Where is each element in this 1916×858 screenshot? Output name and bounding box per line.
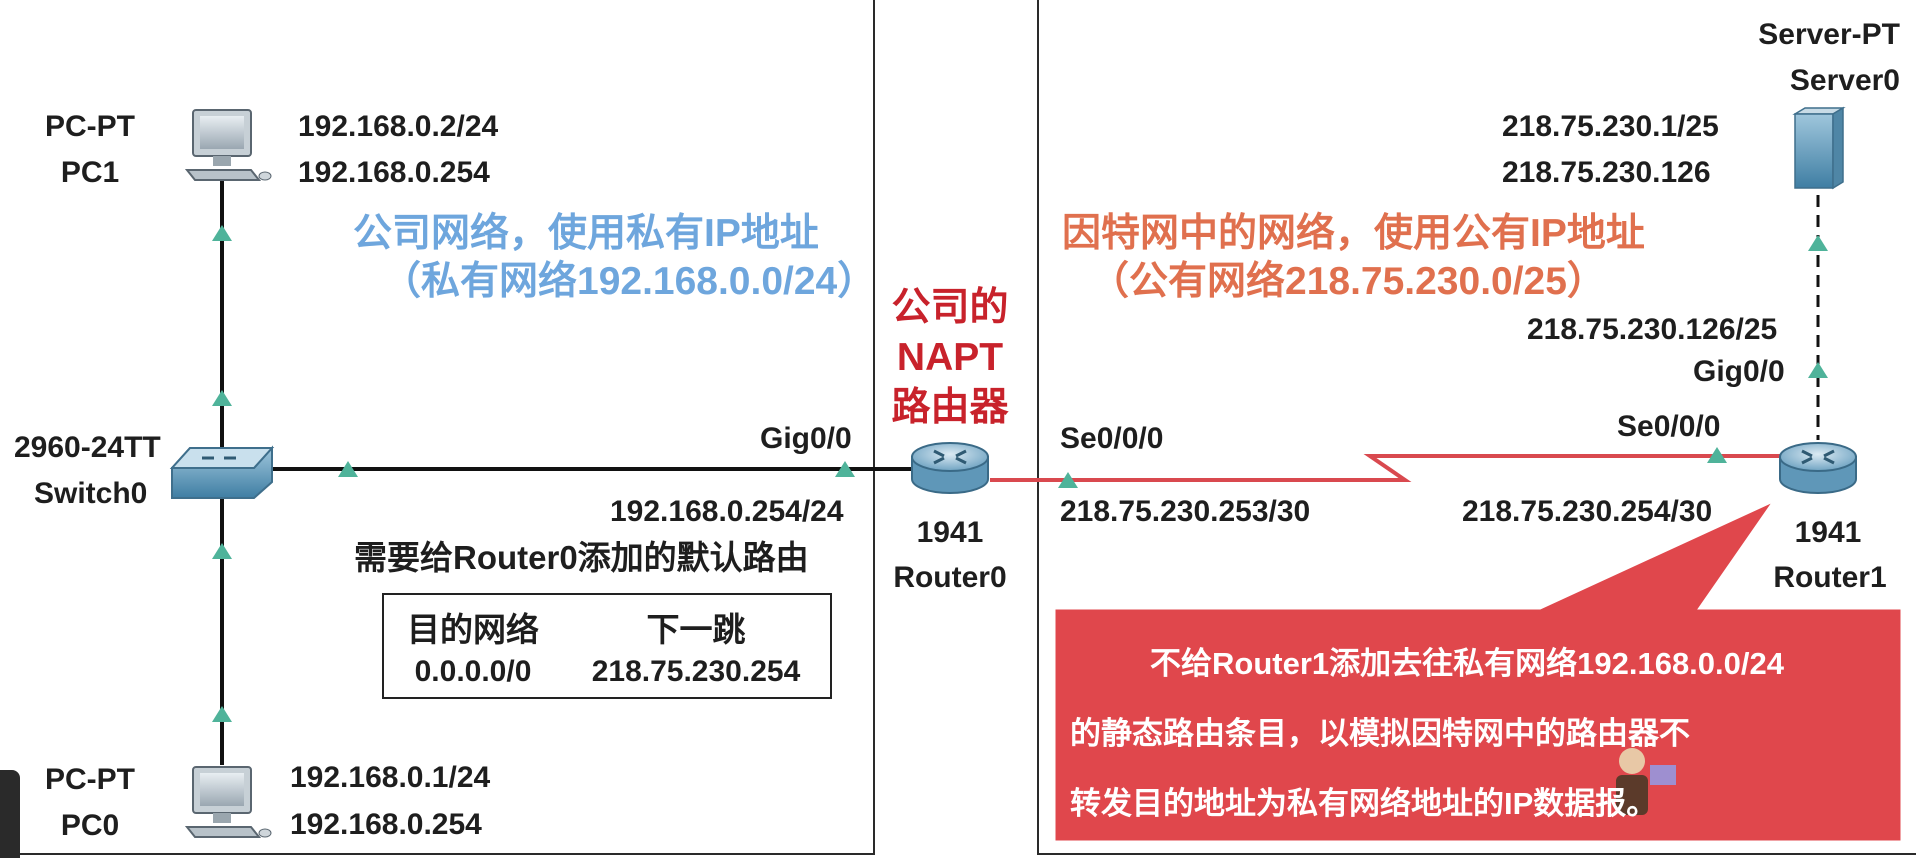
router0-title-line3: 路由器 — [891, 386, 1009, 429]
route-header-next-hop: 下一跳 — [646, 611, 746, 648]
callout-line2: 的静态路由条目，以模拟因特网中的路由器不 — [1070, 716, 1690, 751]
default-route-title: 需要给Router0添加的默认路由 — [354, 539, 809, 576]
pc0-type-label: PC-PT — [45, 763, 135, 796]
router0-serial-ip-label: 218.75.230.253/30 — [1060, 495, 1311, 528]
server-gateway-label: 218.75.230.126 — [1502, 156, 1711, 189]
switch-model-label: 2960-24TT — [14, 431, 161, 464]
pc1-type-label: PC-PT — [45, 110, 135, 143]
serial-link-router0-router1 — [990, 454, 1782, 482]
callout-bubble — [1052, 496, 1904, 844]
pc0-icon — [184, 766, 272, 838]
route-cell-destination: 0.0.0.0/0 — [414, 655, 532, 688]
link-arrow — [1808, 235, 1828, 251]
callout-line3: 转发目的地址为私有网络地址的IP数据报。 — [1070, 786, 1658, 821]
router0-model-label: 1941 — [916, 516, 984, 549]
link-arrow — [212, 225, 232, 241]
callout-line1: 不给Router1添加去往私有网络192.168.0.0/24 — [1150, 646, 1784, 681]
link-arrow — [1707, 447, 1727, 463]
internet-network-frame — [1037, 0, 1916, 855]
window-edge-tab — [0, 770, 20, 858]
private-network-caption: 公司网络，使用私有IP地址 — [353, 212, 819, 255]
pc1-name-label: PC1 — [60, 156, 120, 189]
presenter-figure-icon — [1616, 748, 1676, 815]
router1-gig-port-label: Gig0/0 — [1693, 355, 1785, 388]
pc1-icon — [184, 109, 272, 181]
switch-icon — [169, 445, 275, 499]
link-arrow — [212, 543, 232, 559]
link-arrow — [338, 461, 358, 477]
server-icon — [1792, 106, 1846, 190]
router0-icon — [911, 442, 989, 494]
public-network-subnet-caption: （公有网络218.75.230.0/25） — [1090, 260, 1606, 303]
router0-title-line1: 公司的 — [891, 286, 1009, 329]
public-network-caption: 因特网中的网络，使用公有IP地址 — [1062, 212, 1645, 255]
server-name-label: Server0 — [1789, 64, 1900, 97]
default-route-table: 目的网络 下一跳 0.0.0.0/0 218.75.230.254 — [382, 593, 832, 699]
pc0-name-label: PC0 — [60, 809, 120, 842]
route-header-destination: 目的网络 — [407, 611, 539, 648]
link-arrow — [212, 706, 232, 722]
router1-model-label: 1941 — [1794, 516, 1862, 549]
link-arrow — [835, 461, 855, 477]
pc0-gateway-label: 192.168.0.254 — [290, 808, 482, 841]
router1-serial-ip-label: 218.75.230.254/30 — [1462, 495, 1713, 528]
router0-gig-ip-label: 192.168.0.254/24 — [610, 495, 844, 528]
router1-gig-ip-label: 218.75.230.126/25 — [1527, 313, 1778, 346]
link-arrows — [212, 225, 1828, 722]
server-ip-label: 218.75.230.1/25 — [1502, 110, 1719, 143]
router1-icon — [1779, 442, 1857, 494]
link-arrow — [1808, 362, 1828, 378]
server-type-label: Server-PT — [1758, 18, 1900, 51]
link-arrow — [1058, 472, 1078, 488]
router0-title-line2: NAPT — [896, 336, 1004, 379]
router1-name-label: Router1 — [1773, 561, 1887, 594]
switch-name-label: Switch0 — [34, 477, 148, 510]
pc0-ip-label: 192.168.0.1/24 — [290, 761, 491, 794]
pc1-gateway-label: 192.168.0.254 — [298, 156, 490, 189]
router0-name-label: Router0 — [893, 561, 1007, 594]
private-network-frame — [0, 0, 875, 855]
router0-serial-port-label: Se0/0/0 — [1060, 422, 1164, 455]
pc1-ip-label: 192.168.0.2/24 — [298, 110, 499, 143]
router1-serial-port-label: Se0/0/0 — [1617, 410, 1721, 443]
router0-gig-port-label: Gig0/0 — [760, 422, 852, 455]
route-cell-next-hop: 218.75.230.254 — [591, 655, 801, 688]
link-arrow — [212, 390, 232, 406]
private-network-subnet-caption: （私有网络192.168.0.0/24） — [382, 260, 877, 303]
